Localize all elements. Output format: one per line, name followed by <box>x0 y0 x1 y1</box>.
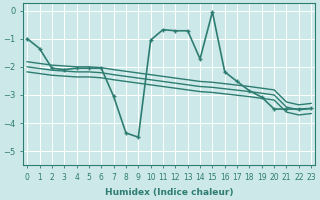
X-axis label: Humidex (Indice chaleur): Humidex (Indice chaleur) <box>105 188 233 197</box>
